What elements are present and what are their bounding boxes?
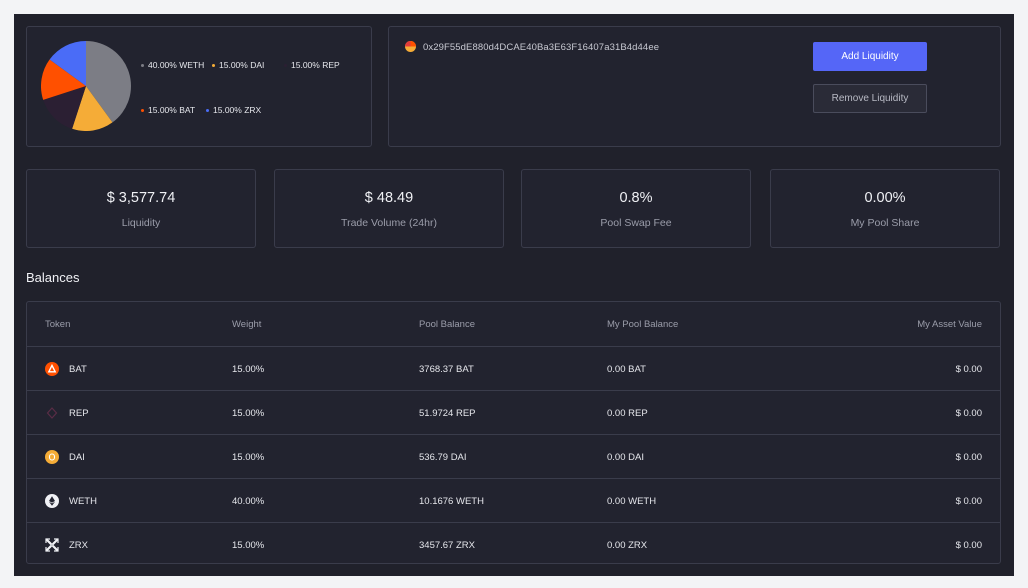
column-header-my-pool-balance: My Pool Balance <box>607 318 679 330</box>
table-row[interactable]: WETH 40.00% 10.1676 WETH 0.00 WETH $ 0.0… <box>27 478 1000 522</box>
table-row[interactable]: BAT 15.00% 3768.37 BAT 0.00 BAT $ 0.00 <box>27 346 1000 390</box>
stat-label: Trade Volume (24hr) <box>341 217 437 229</box>
my-pool-balance-cell: 0.00 ZRX <box>607 539 648 551</box>
legend-dot-zrx <box>206 108 209 112</box>
balances-table: Token Weight Pool Balance My Pool Balanc… <box>26 301 1001 564</box>
my-pool-balance-cell: 0.00 BAT <box>607 363 646 375</box>
weight-cell: 15.00% <box>232 363 265 375</box>
balances-title: Balances <box>26 270 80 285</box>
bat-icon <box>45 362 59 376</box>
legend-label-bat: 15.00% BAT <box>148 105 196 115</box>
stat-liquidity: $ 3,577.74 Liquidity <box>26 169 256 248</box>
my-pool-balance-cell: 0.00 REP <box>607 407 648 419</box>
token-cell: REP <box>45 391 89 435</box>
column-header-pool-balance: Pool Balance <box>419 318 475 330</box>
token-symbol: BAT <box>69 363 87 375</box>
legend-dot-weth <box>141 63 144 67</box>
stat-my-pool-share: 0.00% My Pool Share <box>770 169 1000 248</box>
table-row[interactable]: DAI 15.00% 536.79 DAI 0.00 DAI $ 0.00 <box>27 434 1000 478</box>
column-header-weight: Weight <box>232 318 262 330</box>
dai-icon <box>45 450 59 464</box>
token-cell: ZRX <box>45 523 88 563</box>
remove-liquidity-button[interactable]: Remove Liquidity <box>813 84 927 113</box>
stat-label: Liquidity <box>121 217 161 229</box>
pool-composition-panel: 40.00% WETH 15.00% DAI 15.00% REP 15.00%… <box>26 26 372 147</box>
pie-slice-rep <box>43 86 86 129</box>
token-cell: DAI <box>45 435 85 479</box>
my-asset-value-cell: $ 0.00 <box>955 363 982 375</box>
pool-balance-cell: 3768.37 BAT <box>419 363 474 375</box>
my-asset-value-cell: $ 0.00 <box>955 451 982 463</box>
legend-item-weth: 40.00% WETH <box>141 60 204 70</box>
weight-cell: 40.00% <box>232 495 265 507</box>
table-row[interactable]: REP 15.00% 51.9724 REP 0.00 REP $ 0.00 <box>27 390 1000 434</box>
pool-page: 40.00% WETH 15.00% DAI 15.00% REP 15.00%… <box>14 14 1014 576</box>
zrx-icon <box>45 538 59 552</box>
pool-balance-cell: 536.79 DAI <box>419 451 467 463</box>
legend-dot-bat <box>141 108 144 112</box>
table-header-row: Token Weight Pool Balance My Pool Balanc… <box>27 302 1000 346</box>
pool-balance-cell: 3457.67 ZRX <box>419 539 475 551</box>
token-symbol: DAI <box>69 451 85 463</box>
legend-dot-rep <box>284 63 287 67</box>
stat-value: $ 48.49 <box>364 190 414 206</box>
pool-balance-cell: 51.9724 REP <box>419 407 476 419</box>
pool-composition-pie-chart <box>41 41 131 131</box>
my-pool-balance-cell: 0.00 WETH <box>607 495 657 507</box>
token-cell: WETH <box>45 479 97 523</box>
my-asset-value-cell: $ 0.00 <box>955 539 982 551</box>
pool-avatar-icon <box>405 41 416 52</box>
pool-address[interactable]: 0x29F55dE880d4DCAE40Ba3E63F16407a31B4d44… <box>423 42 660 53</box>
legend-item-zrx: 15.00% ZRX <box>206 105 261 115</box>
add-liquidity-button[interactable]: Add Liquidity <box>813 42 927 71</box>
token-symbol: REP <box>69 407 89 419</box>
stat-value: $ 3,577.74 <box>106 190 176 206</box>
legend-item-rep: 15.00% REP <box>284 60 340 70</box>
legend-label-rep: 15.00% REP <box>291 60 340 70</box>
legend-dot-dai <box>212 63 215 67</box>
pool-balance-cell: 10.1676 WETH <box>419 495 484 507</box>
legend-label-dai: 15.00% DAI <box>219 60 265 70</box>
stat-value: 0.00% <box>864 190 906 206</box>
pie-slice-zrx <box>49 41 86 86</box>
legend-label-zrx: 15.00% ZRX <box>213 105 262 115</box>
weth-icon <box>45 494 59 508</box>
token-cell: BAT <box>45 347 87 391</box>
my-asset-value-cell: $ 0.00 <box>955 495 982 507</box>
my-pool-balance-cell: 0.00 DAI <box>607 451 644 463</box>
weight-cell: 15.00% <box>232 451 265 463</box>
legend-label-weth: 40.00% WETH <box>148 60 205 70</box>
stat-swap-fee: 0.8% Pool Swap Fee <box>521 169 751 248</box>
token-symbol: ZRX <box>69 539 88 551</box>
legend-item-bat: 15.00% BAT <box>141 105 195 115</box>
stat-label: My Pool Share <box>850 217 920 229</box>
stat-trade-volume: $ 48.49 Trade Volume (24hr) <box>274 169 504 248</box>
pie-slice-bat <box>41 59 86 100</box>
weight-cell: 15.00% <box>232 407 265 419</box>
token-symbol: WETH <box>69 495 97 507</box>
pool-info-panel: 0x29F55dE880d4DCAE40Ba3E63F16407a31B4d44… <box>388 26 1001 147</box>
legend-item-dai: 15.00% DAI <box>212 60 264 70</box>
stat-value: 0.8% <box>619 190 653 206</box>
pie-slice-dai <box>72 86 113 131</box>
pie-slice-weth <box>86 41 131 123</box>
stat-label: Pool Swap Fee <box>600 217 672 229</box>
table-row[interactable]: ZRX 15.00% 3457.67 ZRX 0.00 ZRX $ 0.00 <box>27 522 1000 563</box>
my-asset-value-cell: $ 0.00 <box>955 407 982 419</box>
rep-icon <box>45 406 59 420</box>
weight-cell: 15.00% <box>232 539 265 551</box>
column-header-token: Token <box>45 318 71 330</box>
column-header-my-asset-value: My Asset Value <box>917 318 982 330</box>
